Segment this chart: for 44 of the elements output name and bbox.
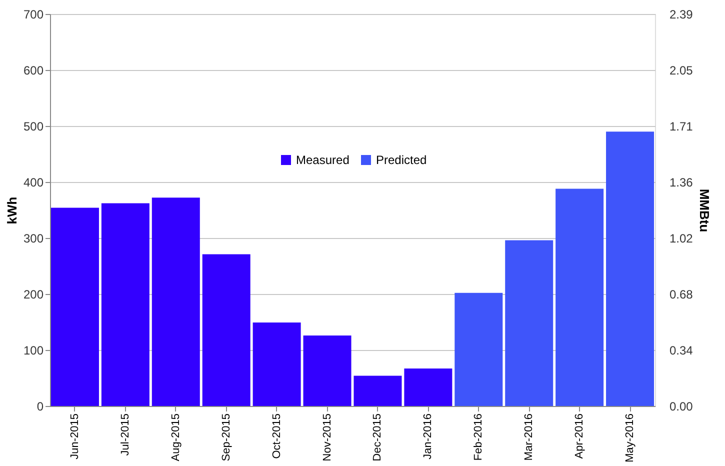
y2-tick-label: 1.36 [670,176,694,190]
y2-tick-label: 2.05 [670,64,694,78]
x-tick-label: Apr-2016 [574,414,586,459]
x-tick-label: Jul-2015 [119,414,132,456]
y-axis-title: kWh [4,196,20,224]
y-tick-label: 0 [36,400,44,414]
bar [454,292,503,406]
y2-tick-label: 1.71 [670,120,694,134]
bar [50,208,99,406]
bar [606,132,654,406]
y2-tick-label: 0.68 [670,288,694,302]
x-tick-label: Aug-2015 [170,414,182,462]
x-tick-label: Dec-2015 [372,414,384,462]
bar [556,188,604,406]
y2-axis-title: MMBtu [696,188,712,232]
bar [404,368,452,406]
y-tick-label: 200 [23,288,44,302]
y-tick-label: 600 [23,64,44,78]
legend-label: Measured [296,153,350,167]
x-tick-label: Jun-2015 [68,414,81,460]
y-tick-label: 300 [23,232,44,246]
y2-tick-label: 0.34 [670,344,694,358]
x-tick-label: Nov-2015 [321,414,334,462]
bar [505,240,554,406]
y-tick-label: 400 [23,176,44,190]
bar [303,335,352,406]
bar [354,376,402,406]
y-tick-label: 700 [23,8,44,22]
bar [252,322,301,406]
x-tick-label: Oct-2015 [270,414,283,459]
bar [152,198,200,406]
y2-tick-label: 1.02 [670,232,694,246]
x-tick-label: Sep-2015 [220,414,232,462]
y2-tick-label: 0.00 [670,400,694,414]
bar [101,203,150,406]
bar [202,254,250,406]
x-tick-label: Jan-2016 [422,414,434,460]
y-tick-label: 100 [23,344,44,358]
y-tick-label: 500 [23,120,44,134]
x-tick-label: Feb-2016 [472,414,485,461]
x-tick-label: May-2016 [624,414,636,462]
x-tick-label: Mar-2016 [523,414,536,461]
legend-label: Predicted [376,153,427,167]
y2-tick-label: 2.39 [670,8,694,22]
